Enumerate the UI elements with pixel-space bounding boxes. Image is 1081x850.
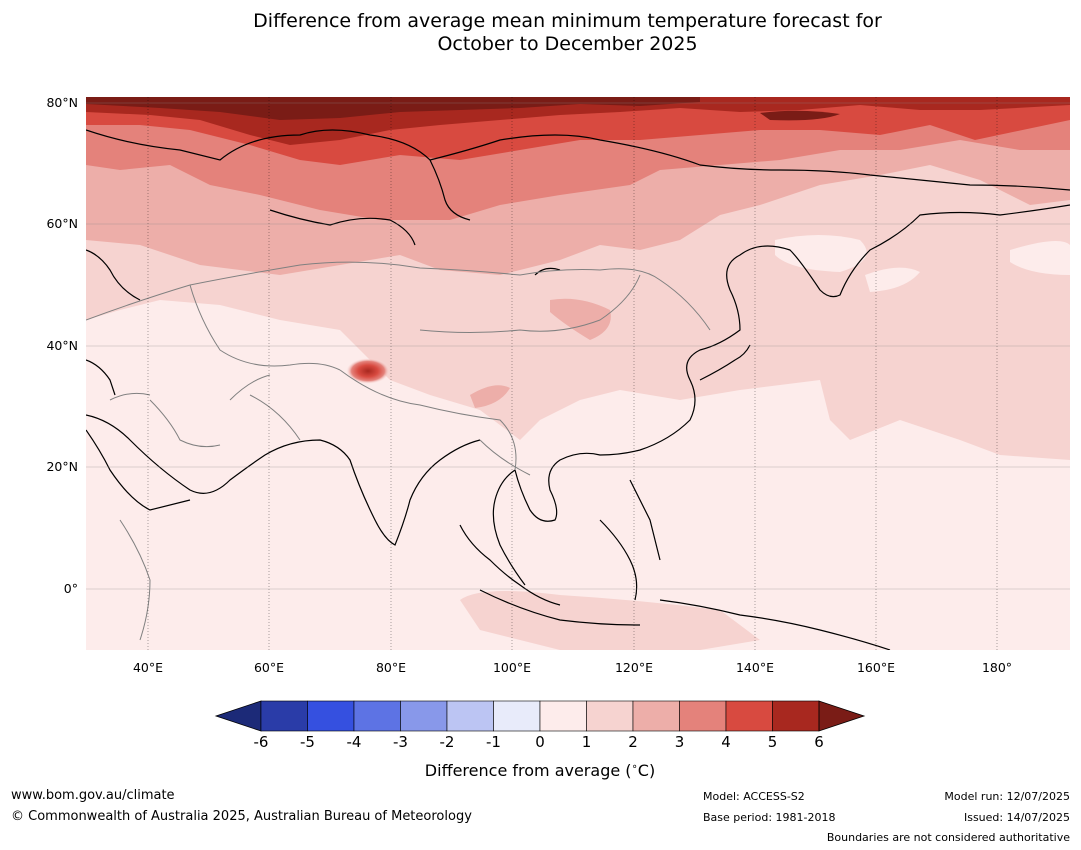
lon-label-160e: 160°E bbox=[856, 660, 895, 675]
colorbar-segment bbox=[586, 700, 634, 732]
anomaly-patch-0-1-c bbox=[865, 267, 920, 292]
anomaly-patch-0-1-b bbox=[1010, 241, 1070, 275]
colorbar-tick-label: -4 bbox=[346, 733, 362, 751]
colorbar-segment bbox=[725, 700, 773, 732]
lon-label-180: 180° bbox=[981, 660, 1013, 675]
lon-label-140e: 140°E bbox=[735, 660, 774, 675]
footer-model: Model: ACCESS-S2 bbox=[703, 790, 805, 803]
forecast-map bbox=[86, 97, 1070, 650]
title-line-1: Difference from average mean minimum tem… bbox=[253, 10, 882, 32]
colorbar-tick-label: -5 bbox=[300, 733, 315, 751]
colorbar-tick-label: 3 bbox=[674, 733, 685, 751]
colorbar-label: Difference from average (∘C) bbox=[424, 761, 656, 780]
colorbar-extension-below bbox=[214, 700, 262, 732]
lon-label-40e: 40°E bbox=[132, 660, 164, 675]
colorbar-segment bbox=[539, 700, 587, 732]
colorbar-extension-above bbox=[818, 700, 866, 732]
chart-title: Difference from average mean minimum tem… bbox=[0, 10, 1081, 56]
colorbar-tick-label: 6 bbox=[814, 733, 824, 751]
colorbar-segment bbox=[679, 700, 727, 732]
colorbar-segment bbox=[632, 700, 680, 732]
colorbar-tick-label: 0 bbox=[535, 733, 545, 751]
footer-model-run: Model run: 12/07/2025 bbox=[944, 790, 1070, 803]
colorbar-tick-label: -2 bbox=[439, 733, 455, 751]
country-borders bbox=[86, 261, 711, 641]
anomaly-patch-above-6-b bbox=[760, 110, 840, 121]
lat-label-40n: 40°N bbox=[46, 338, 78, 353]
colorbar-tick-label: 1 bbox=[581, 733, 592, 751]
anomaly-band-1-2-south bbox=[460, 591, 760, 650]
colorbar-tick-label: -6 bbox=[253, 733, 269, 751]
lat-label-20n: 20°N bbox=[46, 459, 78, 474]
colorbar-segment bbox=[353, 700, 401, 732]
lon-label-60e: 60°E bbox=[253, 660, 285, 675]
colorbar-tick-label: -3 bbox=[393, 733, 408, 751]
colorbar-segment bbox=[400, 700, 448, 732]
lon-label-100e: 100°E bbox=[492, 660, 531, 675]
colorbar-tick-label: 4 bbox=[721, 733, 731, 751]
map-gridlines bbox=[147, 97, 998, 650]
lat-label-60n: 60°N bbox=[46, 216, 78, 231]
colorbar-segment bbox=[772, 700, 820, 732]
colorbar-segment bbox=[446, 700, 494, 732]
colorbar-tick-label: 5 bbox=[767, 733, 778, 751]
colorbar-tick-label: -1 bbox=[486, 733, 501, 751]
title-line-2: October to December 2025 bbox=[437, 33, 698, 55]
footer-website[interactable]: www.bom.gov.au/climate bbox=[11, 788, 175, 803]
footer-disclaimer: Boundaries are not considered authoritat… bbox=[826, 831, 1070, 844]
anomaly-patch-2-3-b bbox=[550, 298, 611, 340]
anomaly-patch-2-3-c bbox=[470, 385, 510, 408]
colorbar-segment bbox=[493, 700, 541, 732]
colorbar-segment bbox=[260, 700, 308, 732]
lat-label-80n: 80°N bbox=[46, 95, 78, 110]
map-lat-gridlines bbox=[86, 102, 1070, 590]
coastlines bbox=[86, 129, 1070, 650]
lon-label-120e: 120°E bbox=[614, 660, 653, 675]
anomaly-hotspot bbox=[346, 358, 390, 384]
colorbar-tick-label: 2 bbox=[628, 733, 638, 751]
anomaly-patch-0-1 bbox=[775, 235, 867, 272]
footer-copyright: © Commonwealth of Australia 2025, Austra… bbox=[11, 809, 472, 824]
colorbar-segment bbox=[307, 700, 355, 732]
footer-base-period: Base period: 1981-2018 bbox=[703, 811, 836, 824]
footer-issued: Issued: 14/07/2025 bbox=[963, 811, 1070, 824]
lat-label-0: 0° bbox=[63, 581, 78, 596]
lon-label-80e: 80°E bbox=[375, 660, 407, 675]
